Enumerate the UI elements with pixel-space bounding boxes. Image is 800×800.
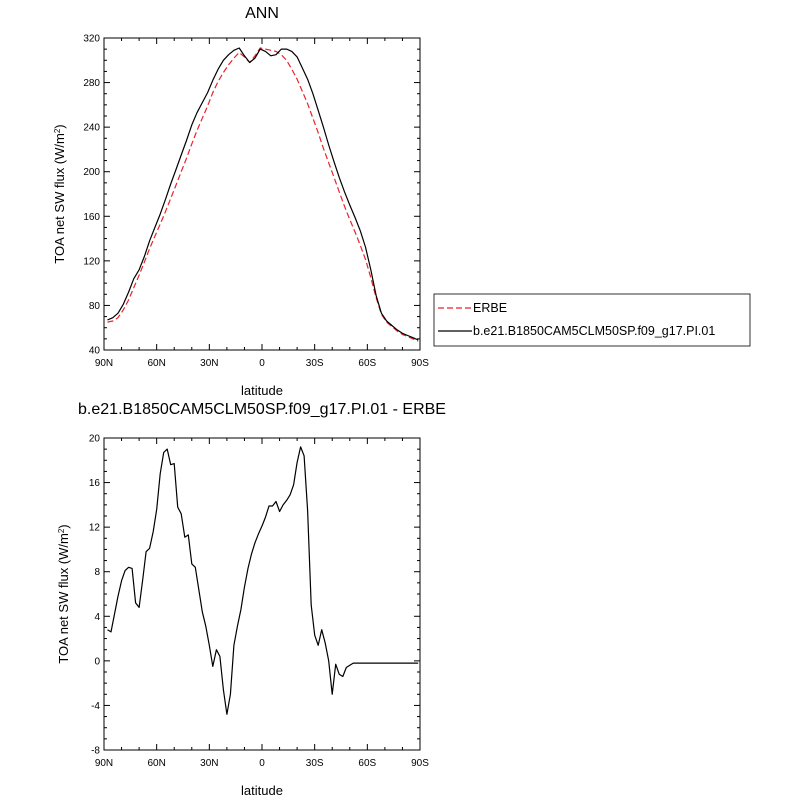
top-x-axis-title: latitude [241,383,283,398]
bottom-plot-area: -8 -4 0 4 8 12 16 20 90N 60N 30N 0 30S 60S 90S [89,434,429,770]
bottom-y-axis-title: TOA net SW flux (W/m2) [56,524,71,663]
top-x-tick-label: 30S [306,358,324,369]
top-y-tick-label: 200 [83,167,100,178]
top-x-tick-label: 0 [259,358,265,369]
bottom-x-tick-label: 30S [306,758,324,769]
legend-label-erbe: ERBE [473,301,507,315]
bottom-series-line-0 [107,446,419,715]
top-series-line-1 [107,47,419,341]
top-y-tick-label: 80 [89,301,101,312]
bottom-y-tick-label: 16 [89,478,101,489]
bottom-x-tick-label: 90S [411,758,429,769]
top-y-axis-title-text: TOA net SW flux (W/m [52,133,67,264]
top-x-tick-label: 60S [358,358,376,369]
legend: ERBE b.e21.B1850CAM5CLM50SP.f09_g17.PI.0… [433,293,751,347]
bottom-x-tick-label: 60S [358,758,376,769]
bottom-panel: b.e21.B1850CAM5CLM50SP.f09_g17.PI.01 - E… [56,401,446,798]
top-x-tick-label: 60N [147,358,165,369]
bottom-y-tick-label: 20 [89,434,101,445]
top-x-tick-label: 30N [200,358,218,369]
bottom-x-tick-label: 90N [95,758,113,769]
bottom-y-tick-label: 12 [89,523,101,534]
top-y-tick-label: 240 [83,123,100,134]
top-plot-frame [103,37,421,351]
top-y-axis-title-sup: 2 [53,128,62,133]
top-x-tick-label: 90N [95,358,113,369]
bottom-y-tick-label: -4 [91,701,100,712]
top-y-axis-title: TOA net SW flux (W/m2) [52,124,67,263]
bottom-y-tick-label: 4 [94,612,100,623]
bottom-x-axis-title: latitude [241,783,283,798]
top-y-tick-label: 120 [83,256,100,267]
bottom-x-tick-label: 30N [200,758,218,769]
top-x-tick-label: 90S [411,358,429,369]
legend-label-model: b.e21.B1850CAM5CLM50SP.f09_g17.PI.01 [473,324,715,338]
top-y-tick-label: 160 [83,212,100,223]
bottom-x-tick-label: 60N [147,758,165,769]
legend-box [433,293,751,347]
bottom-y-tick-label: -8 [91,746,100,757]
top-panel: ANN 40 80 120 160 200 240 280 320 90N 60N 30N 0 30S 6… [52,5,429,398]
bottom-chart-title: b.e21.B1850CAM5CLM50SP.f09_g17.PI.01 - E… [78,401,446,418]
bottom-x-tick-label: 0 [259,758,265,769]
bottom-y-axis-title-text: TOA net SW flux (W/m [56,533,71,664]
top-series-line-0 [107,47,419,342]
bottom-plot-frame [103,437,421,751]
bottom-y-tick-label: 0 [94,656,100,667]
top-y-tick-label: 40 [89,346,101,357]
bottom-y-tick-label: 8 [94,567,100,578]
top-y-tick-label: 320 [83,34,100,45]
top-chart-title: ANN [245,5,279,22]
top-plot-area: 40 80 120 160 200 240 280 320 90N 60N 30N 0 30S 60S 90… [83,34,429,370]
top-y-tick-label: 280 [83,78,100,89]
bottom-y-axis-title-sup: 2 [57,528,66,533]
